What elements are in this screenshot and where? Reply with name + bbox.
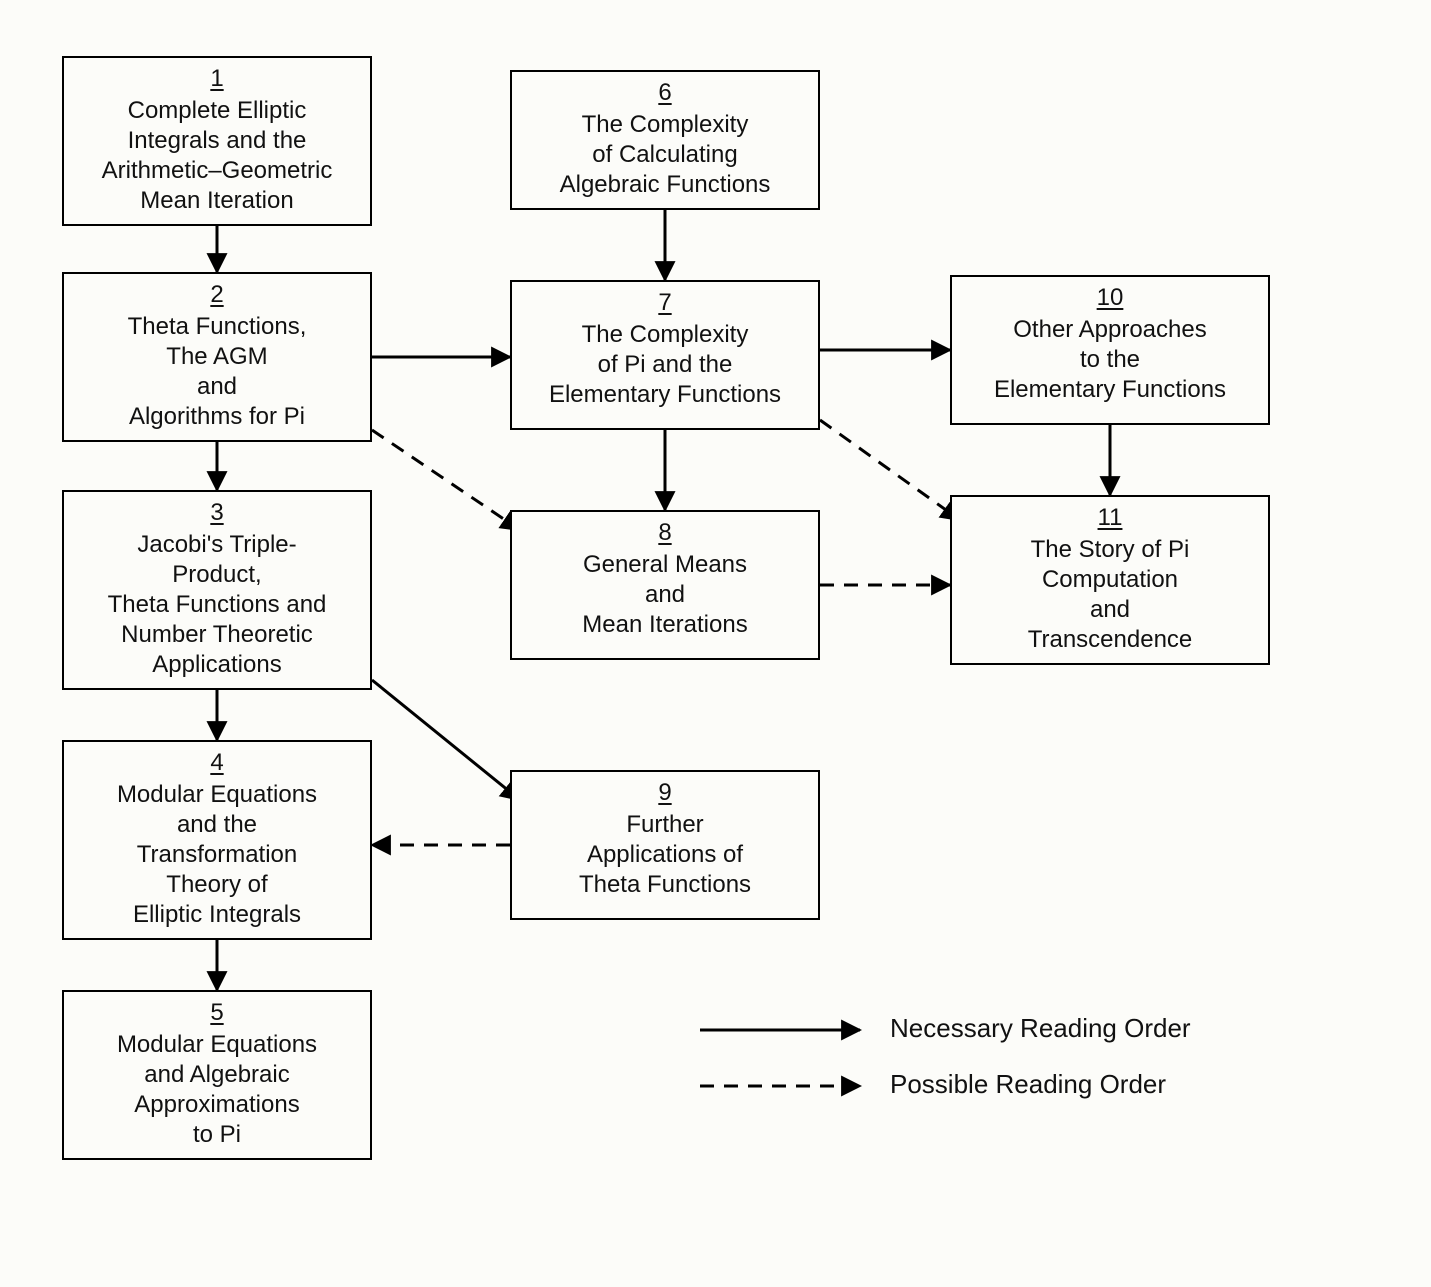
chapter-node-8: 8 General Means and Mean Iterations [510, 510, 820, 660]
edge-n7-n11 [820, 420, 960, 520]
edge-n3-n9 [372, 680, 520, 800]
chapter-node-3: 3 Jacobi's Triple- Product, Theta Functio… [62, 490, 372, 690]
diagram-canvas: 1 Complete Elliptic Integrals and the Ari… [0, 0, 1431, 1287]
chapter-number: 11 [1098, 505, 1123, 531]
chapter-node-1: 1 Complete Elliptic Integrals and the Ari… [62, 56, 372, 226]
chapter-number: 3 [210, 500, 223, 526]
legend-possible-label: Possible Reading Order [890, 1069, 1166, 1100]
chapter-node-6: 6 The Complexity of Calculating Algebraic… [510, 70, 820, 210]
chapter-title: The Story of Pi Computation and Transcen… [1028, 535, 1193, 655]
chapter-number: 8 [658, 520, 671, 546]
chapter-node-9: 9 Further Applications of Theta Functions [510, 770, 820, 920]
chapter-title: Further Applications of Theta Functions [579, 810, 751, 900]
chapter-title: Other Approaches to the Elementary Funct… [994, 315, 1226, 405]
chapter-number: 6 [658, 80, 671, 106]
chapter-title: Jacobi's Triple- Product, Theta Function… [108, 530, 327, 680]
chapter-title: Modular Equations and the Transformation… [117, 780, 317, 930]
chapter-number: 5 [210, 1000, 223, 1026]
chapter-node-5: 5 Modular Equations and Algebraic Approxi… [62, 990, 372, 1160]
chapter-title: General Means and Mean Iterations [582, 550, 747, 640]
chapter-number: 9 [658, 780, 671, 806]
chapter-title: The Complexity of Pi and the Elementary … [549, 320, 781, 410]
chapter-number: 2 [210, 282, 223, 308]
legend-necessary-label: Necessary Reading Order [890, 1013, 1191, 1044]
chapter-node-2: 2 Theta Functions, The AGM and Algorithms… [62, 272, 372, 442]
chapter-title: Modular Equations and Algebraic Approxim… [117, 1030, 317, 1150]
chapter-number: 10 [1097, 285, 1124, 311]
chapter-number: 1 [210, 66, 223, 92]
chapter-node-10: 10 Other Approaches to the Elementary Fun… [950, 275, 1270, 425]
chapter-number: 4 [210, 750, 223, 776]
chapter-number: 7 [658, 290, 671, 316]
chapter-title: The Complexity of Calculating Algebraic … [560, 110, 771, 200]
chapter-node-4: 4 Modular Equations and the Transformatio… [62, 740, 372, 940]
chapter-title: Theta Functions, The AGM and Algorithms … [128, 312, 307, 432]
chapter-node-7: 7 The Complexity of Pi and the Elementary… [510, 280, 820, 430]
chapter-title: Complete Elliptic Integrals and the Arit… [102, 96, 333, 216]
edge-n2-n8 [372, 430, 520, 530]
chapter-node-11: 11 The Story of Pi Computation and Transc… [950, 495, 1270, 665]
